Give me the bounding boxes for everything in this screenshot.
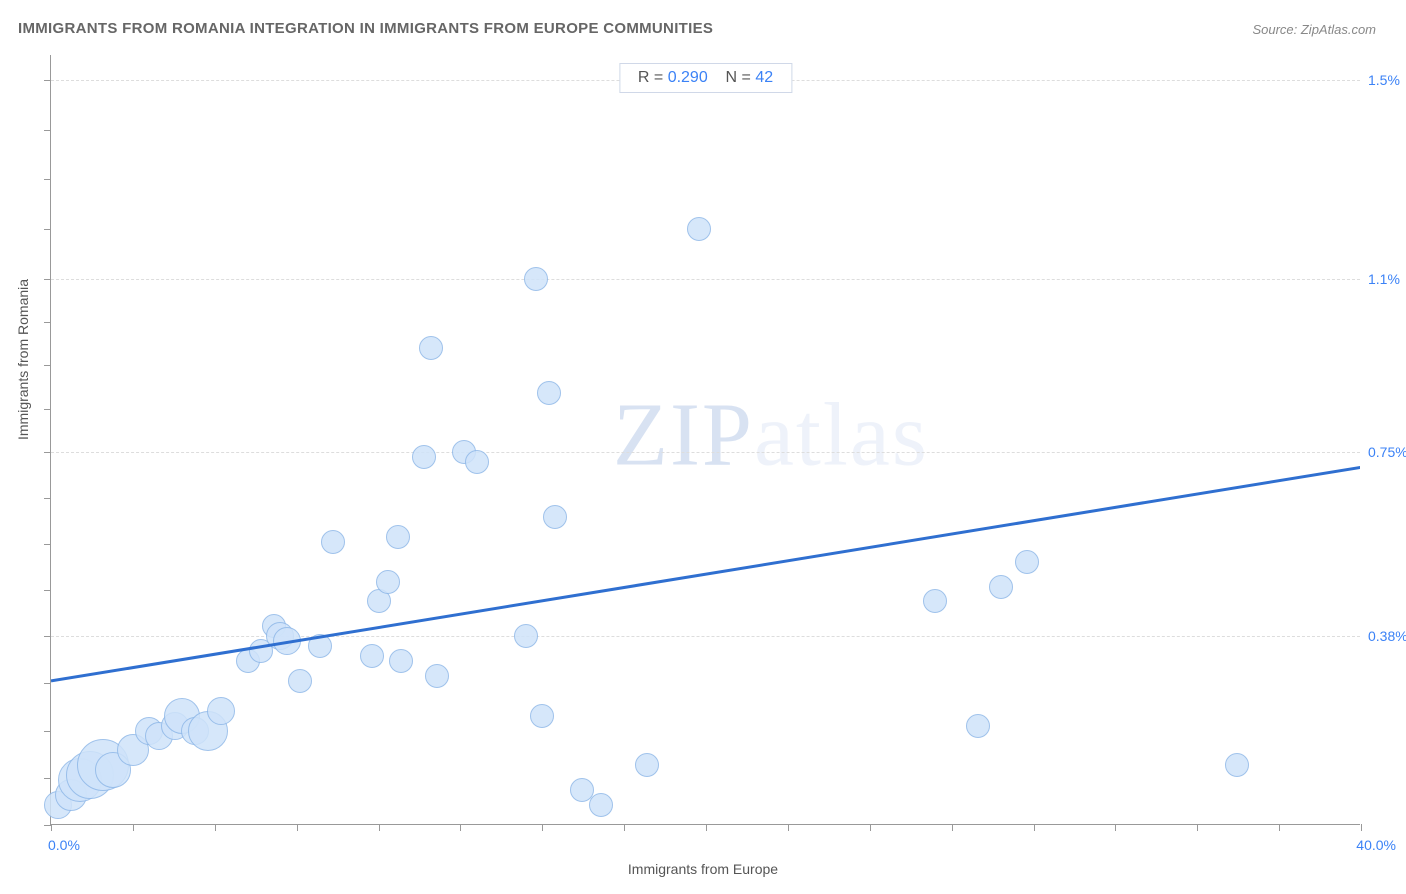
x-tick — [706, 824, 707, 831]
y-tick — [44, 498, 51, 499]
x-tick — [297, 824, 298, 831]
y-tick — [44, 130, 51, 131]
data-bubble — [386, 525, 410, 549]
hgrid-line — [51, 636, 1360, 637]
x-tick — [1279, 824, 1280, 831]
x-tick — [788, 824, 789, 831]
data-bubble — [537, 381, 561, 405]
x-tick — [1115, 824, 1116, 831]
y-tick — [44, 683, 51, 684]
data-bubble — [465, 450, 489, 474]
data-bubble — [376, 570, 400, 594]
data-bubble — [207, 697, 235, 725]
y-tick-label: 0.75% — [1368, 444, 1406, 460]
y-tick — [44, 731, 51, 732]
y-tick — [44, 229, 51, 230]
y-tick-label: 0.38% — [1368, 628, 1406, 644]
data-bubble — [514, 624, 538, 648]
y-tick — [44, 409, 51, 410]
hgrid-line — [51, 279, 1360, 280]
data-bubble — [1225, 753, 1249, 777]
y-axis-label: Immigrants from Romania — [15, 279, 31, 440]
chart-title: IMMIGRANTS FROM ROMANIA INTEGRATION IN I… — [18, 20, 713, 37]
y-tick-label: 1.1% — [1368, 271, 1406, 287]
n-label: N = — [726, 69, 751, 86]
trendline-svg — [51, 55, 1360, 824]
y-tick — [44, 452, 51, 453]
r-label: R = — [638, 69, 663, 86]
x-tick — [542, 824, 543, 831]
hgrid-line — [51, 452, 1360, 453]
data-bubble — [1015, 550, 1039, 574]
x-max-label: 40.0% — [1356, 837, 1396, 894]
data-bubble — [989, 575, 1013, 599]
watermark: ZIPatlas — [613, 383, 929, 486]
watermark-bold: ZIP — [613, 385, 754, 484]
y-tick — [44, 590, 51, 591]
r-value: 0.290 — [668, 69, 708, 86]
data-bubble — [321, 530, 345, 554]
x-tick — [1197, 824, 1198, 831]
data-bubble — [530, 704, 554, 728]
y-tick — [44, 825, 51, 826]
y-tick-label: 1.5% — [1368, 72, 1406, 88]
x-tick — [1034, 824, 1035, 831]
x-axis-label: Immigrants from Europe — [628, 861, 778, 877]
y-tick — [44, 279, 51, 280]
data-bubble — [360, 644, 384, 668]
data-bubble — [288, 669, 312, 693]
source-label: Source: ZipAtlas.com — [1252, 22, 1376, 37]
x-tick — [133, 824, 134, 831]
y-tick — [44, 322, 51, 323]
x-tick — [51, 824, 52, 831]
data-bubble — [543, 505, 567, 529]
x-tick — [952, 824, 953, 831]
data-bubble — [635, 753, 659, 777]
data-bubble — [389, 649, 413, 673]
y-tick — [44, 636, 51, 637]
x-tick — [215, 824, 216, 831]
data-bubble — [425, 664, 449, 688]
y-tick — [44, 778, 51, 779]
x-tick — [870, 824, 871, 831]
y-tick — [44, 80, 51, 81]
data-bubble — [687, 217, 711, 241]
stats-box: R = 0.290 N = 42 — [619, 63, 792, 93]
data-bubble — [524, 267, 548, 291]
x-tick — [379, 824, 380, 831]
data-bubble — [923, 589, 947, 613]
plot-area: ZIPatlas 0.38%0.75%1.1%1.5% R = 0.290 N … — [50, 55, 1360, 825]
x-tick — [1361, 824, 1362, 831]
data-bubble — [412, 445, 436, 469]
data-bubble — [589, 793, 613, 817]
watermark-faded: atlas — [754, 385, 929, 484]
data-bubble — [966, 714, 990, 738]
x-tick — [460, 824, 461, 831]
data-bubble — [419, 336, 443, 360]
data-bubble — [308, 634, 332, 658]
x-tick — [624, 824, 625, 831]
y-tick — [44, 179, 51, 180]
n-value: 42 — [755, 69, 773, 86]
x-min-label: 0.0% — [48, 837, 80, 894]
y-tick — [44, 365, 51, 366]
data-bubble — [273, 627, 301, 655]
y-tick — [44, 544, 51, 545]
